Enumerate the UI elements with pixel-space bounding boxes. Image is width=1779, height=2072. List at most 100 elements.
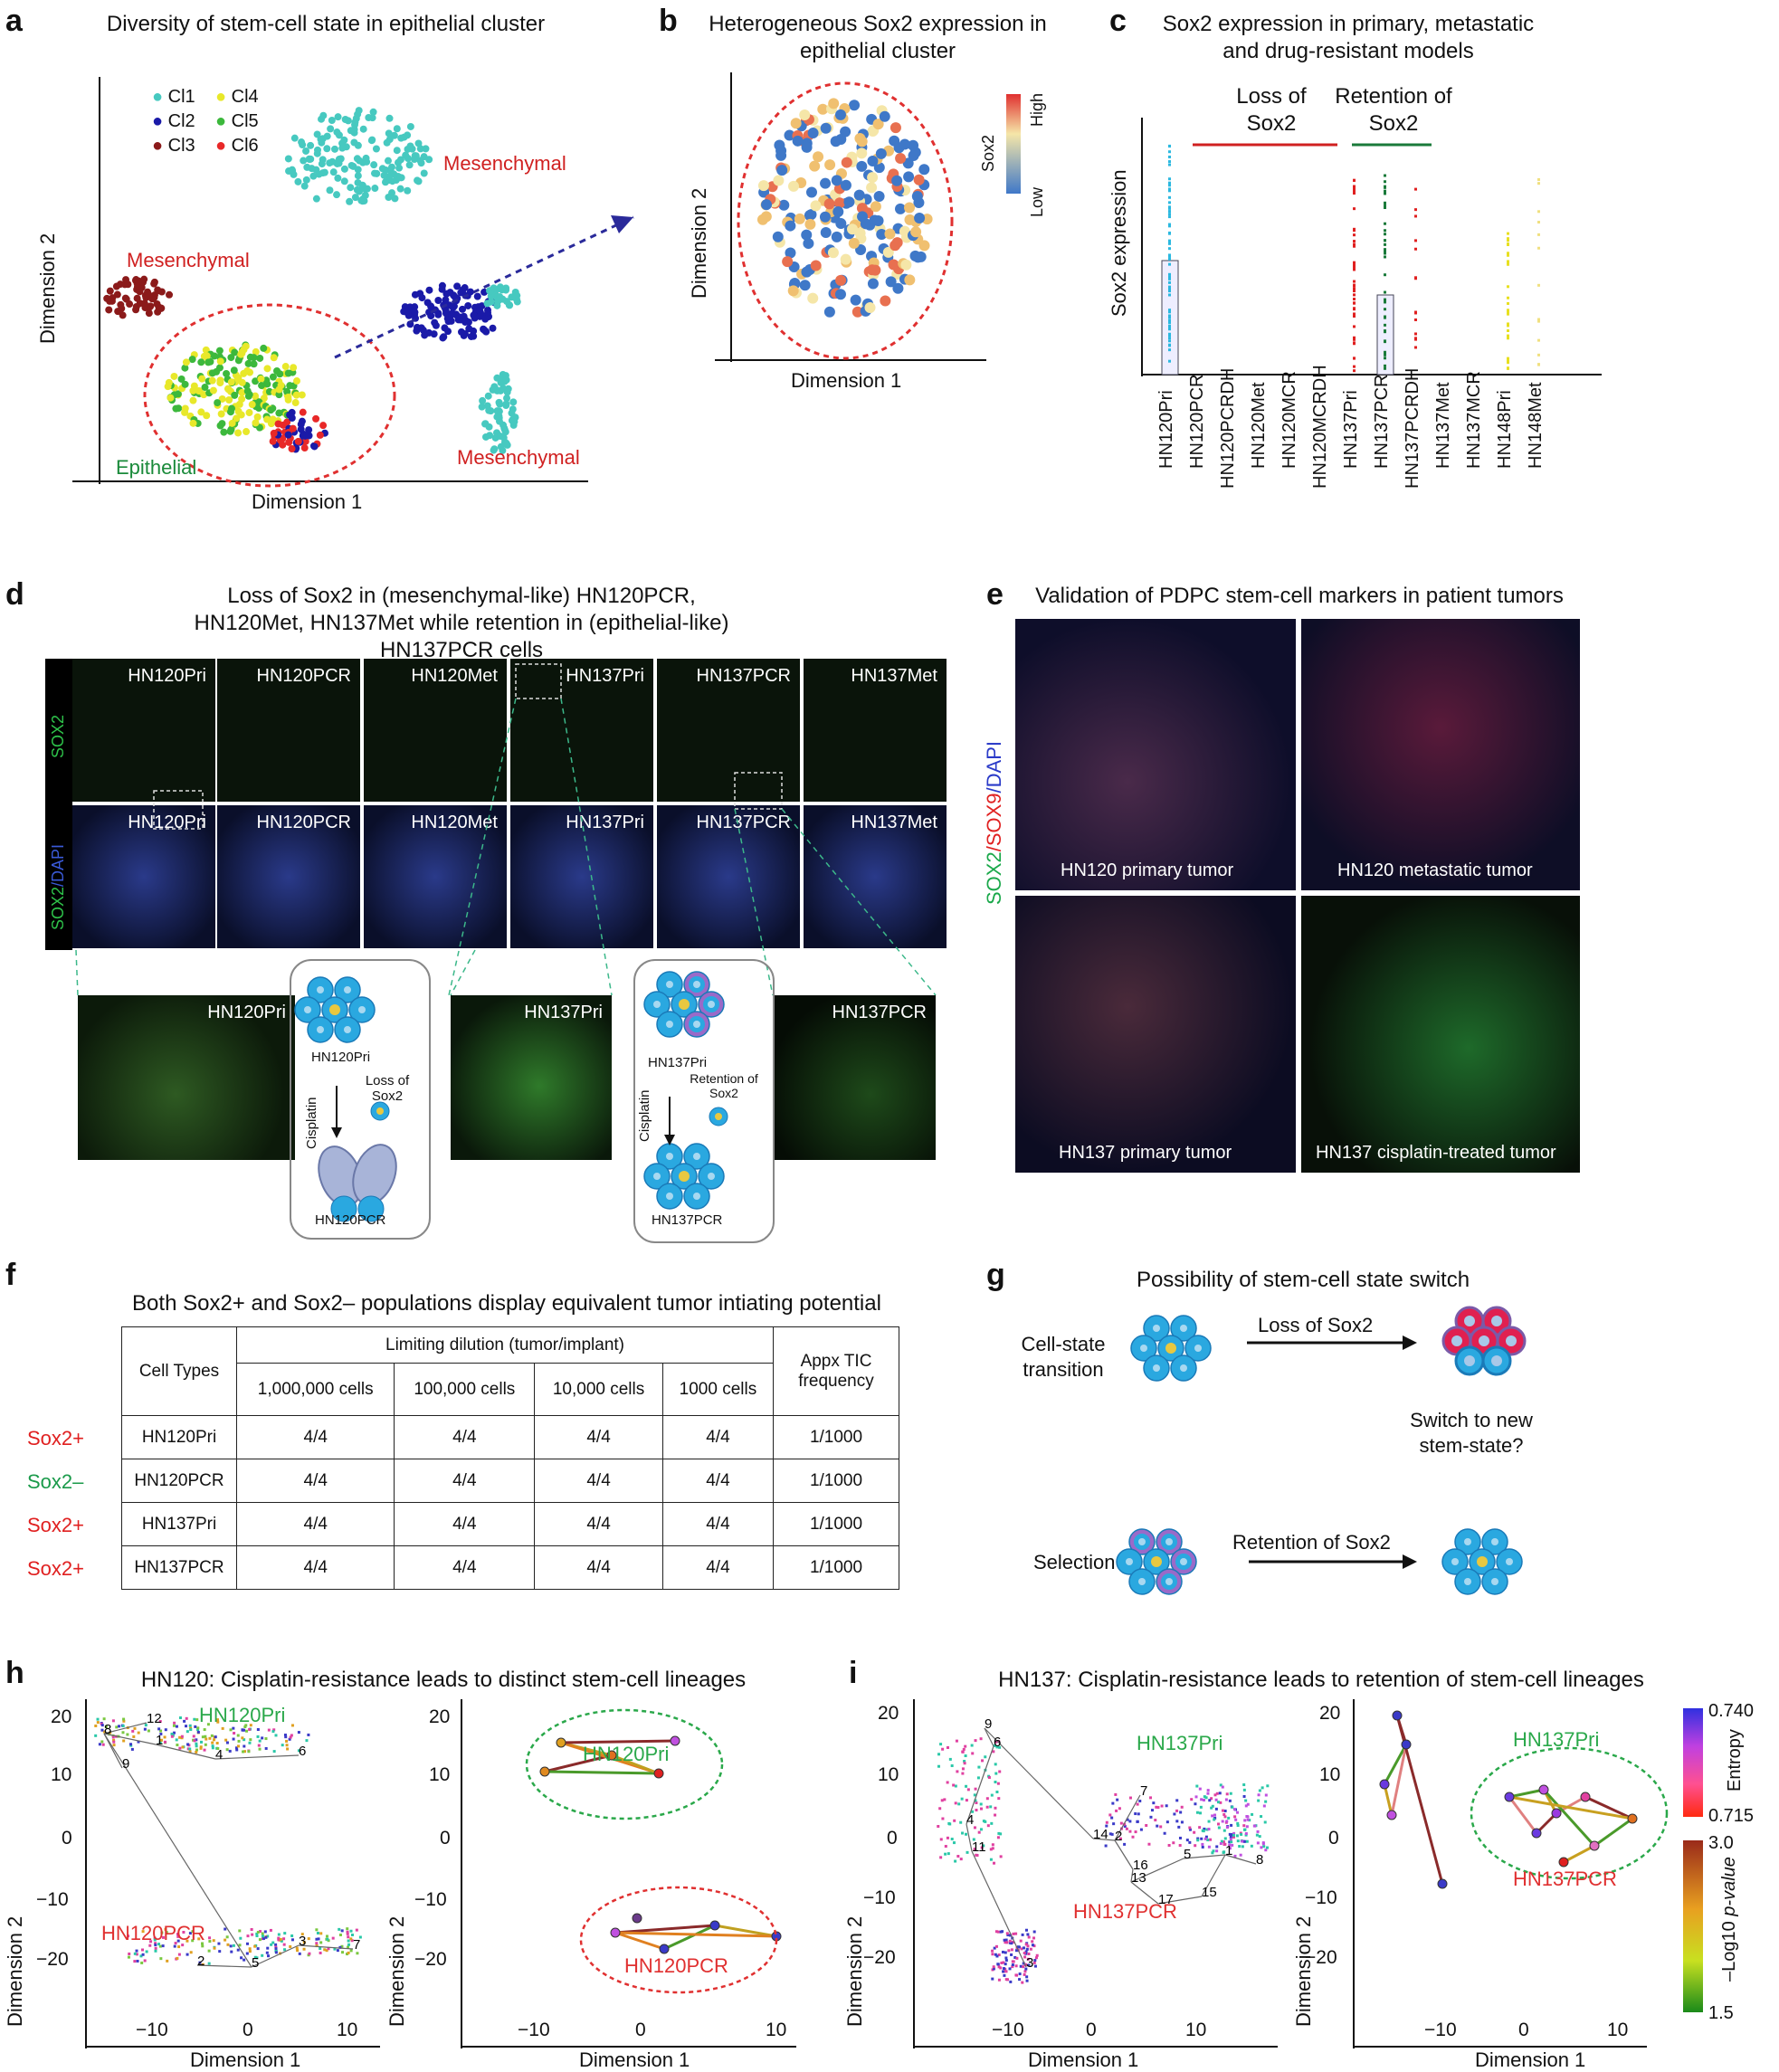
cell-point <box>993 1946 996 1950</box>
cell-point <box>941 1817 945 1820</box>
cell-point <box>203 1748 206 1752</box>
cell-point <box>365 114 373 122</box>
cell-point <box>478 403 486 411</box>
expr-point <box>1507 301 1509 305</box>
panel-i-entropy-low: 0.715 <box>1708 1806 1755 1826</box>
cell-point <box>188 356 196 364</box>
cell-point <box>1225 1826 1229 1830</box>
expr-point <box>1507 239 1509 242</box>
cell-point <box>1223 1810 1227 1813</box>
sox2-point <box>790 118 802 129</box>
cell-point <box>316 1931 319 1934</box>
cell-point <box>257 1744 261 1747</box>
panel-h-title: HN120: Cisplatin-resistance leads to dis… <box>140 1668 747 1692</box>
cell-point <box>300 1933 304 1936</box>
expr-point <box>1168 332 1171 336</box>
cell-point <box>992 1861 995 1865</box>
cell-point <box>290 1734 293 1737</box>
cell-point <box>977 1765 981 1769</box>
cell-point <box>979 1802 983 1806</box>
cell-point <box>952 1841 956 1845</box>
cell-point <box>351 194 359 202</box>
table-row: HN120Pri 4/4 4/4 4/4 4/4 1/1000 <box>121 1415 899 1459</box>
cell-point <box>1200 1798 1203 1801</box>
tick-label: −10 <box>863 1887 896 1908</box>
cell-point <box>277 1938 281 1942</box>
cell-point <box>370 161 378 169</box>
cell-point <box>946 1745 949 1749</box>
cell-point <box>215 1742 219 1745</box>
cell-point <box>502 400 510 408</box>
cell-nucleus <box>693 981 700 988</box>
cell-point <box>316 431 324 439</box>
panel-d-scheme1-bottom: HN120PCR <box>315 1212 386 1228</box>
cell-point <box>465 325 473 333</box>
trajectory-edge <box>196 1964 252 1968</box>
cell-point <box>282 1937 286 1941</box>
expr-point <box>1353 190 1356 194</box>
cell-point <box>997 1978 1001 1982</box>
cell-point <box>1211 1851 1214 1855</box>
bar-hn137pcr <box>1376 294 1394 375</box>
cell-point <box>105 306 113 314</box>
sox2-point <box>803 238 814 250</box>
cell-point <box>1230 1840 1233 1844</box>
cell-point <box>261 1953 264 1957</box>
panel-c-plot <box>1141 118 1602 376</box>
header-celltypes: Cell Types <box>121 1326 237 1416</box>
cell-point <box>393 147 401 155</box>
cell-point <box>1112 1822 1116 1826</box>
cell-point <box>323 145 331 153</box>
cell-point <box>329 168 338 176</box>
legend-cl6: ● Cl6 <box>215 136 259 156</box>
cell-point <box>425 286 433 294</box>
cell-point <box>384 157 392 165</box>
cell-point <box>122 295 130 303</box>
cell-point <box>1243 1819 1247 1822</box>
cell-point <box>302 1947 306 1951</box>
cell-point <box>338 144 347 152</box>
cell-point <box>214 399 222 407</box>
cell-point <box>300 157 308 165</box>
cell-point <box>143 1727 147 1731</box>
cell-point <box>274 1947 278 1951</box>
cell-point <box>205 358 213 366</box>
expr-point <box>1168 210 1171 214</box>
cell-point <box>1105 1820 1108 1824</box>
cell-point <box>347 161 356 169</box>
cell-point <box>1035 1953 1039 1957</box>
trajectory-edge <box>984 1727 1094 1839</box>
cell-point <box>414 177 423 185</box>
cell-point <box>1232 1835 1235 1839</box>
cell-point <box>283 1932 287 1935</box>
cell-point <box>122 276 130 284</box>
cell-point <box>1165 1804 1168 1808</box>
cell-point <box>134 277 142 285</box>
cell-point <box>961 1772 965 1775</box>
cell-point <box>335 159 343 167</box>
cell-point <box>181 380 189 388</box>
cell-point <box>225 1935 229 1939</box>
cell-point <box>347 1939 350 1943</box>
expr-point <box>1507 358 1509 362</box>
cell-point <box>984 1755 987 1759</box>
cell-point <box>1258 1789 1261 1792</box>
cell-point <box>404 186 412 195</box>
cell-point <box>1123 1842 1127 1846</box>
sox2-point <box>809 160 821 172</box>
trajectory-node <box>1392 1710 1403 1721</box>
cell-point <box>248 1950 252 1953</box>
trajectory-node <box>1627 1813 1638 1824</box>
expr-point <box>1507 296 1509 299</box>
cell-point <box>115 1725 119 1729</box>
expr-point <box>1384 273 1386 277</box>
panel-d-label: d <box>5 577 24 612</box>
cell-point <box>973 1826 976 1830</box>
cell-point <box>283 387 291 395</box>
cell-point <box>1137 1812 1140 1816</box>
cell-point <box>154 1944 157 1947</box>
cell-point <box>180 1735 184 1738</box>
cell-point <box>1021 1981 1024 1984</box>
cell-point <box>266 1934 270 1938</box>
cell-point <box>939 1838 943 1841</box>
